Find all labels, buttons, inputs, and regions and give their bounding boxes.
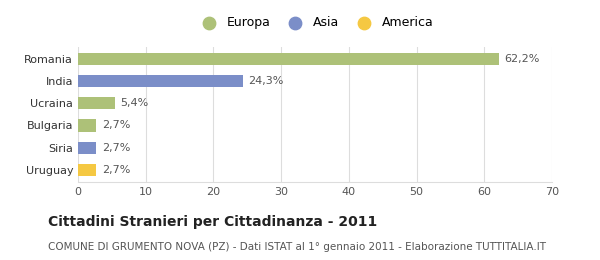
Bar <box>78 119 96 132</box>
Text: 24,3%: 24,3% <box>248 76 283 86</box>
Text: 2,7%: 2,7% <box>102 120 130 131</box>
Text: 5,4%: 5,4% <box>120 98 148 108</box>
Bar <box>78 141 96 154</box>
Text: 2,7%: 2,7% <box>102 143 130 153</box>
Bar <box>78 97 115 109</box>
Bar <box>78 75 242 87</box>
Bar <box>78 53 499 65</box>
Legend: Europa, Asia, America: Europa, Asia, America <box>193 12 437 33</box>
Text: Cittadini Stranieri per Cittadinanza - 2011: Cittadini Stranieri per Cittadinanza - 2… <box>48 215 377 229</box>
Text: COMUNE DI GRUMENTO NOVA (PZ) - Dati ISTAT al 1° gennaio 2011 - Elaborazione TUTT: COMUNE DI GRUMENTO NOVA (PZ) - Dati ISTA… <box>48 242 546 252</box>
Bar <box>78 164 96 176</box>
Text: 62,2%: 62,2% <box>505 54 540 64</box>
Text: 2,7%: 2,7% <box>102 165 130 175</box>
